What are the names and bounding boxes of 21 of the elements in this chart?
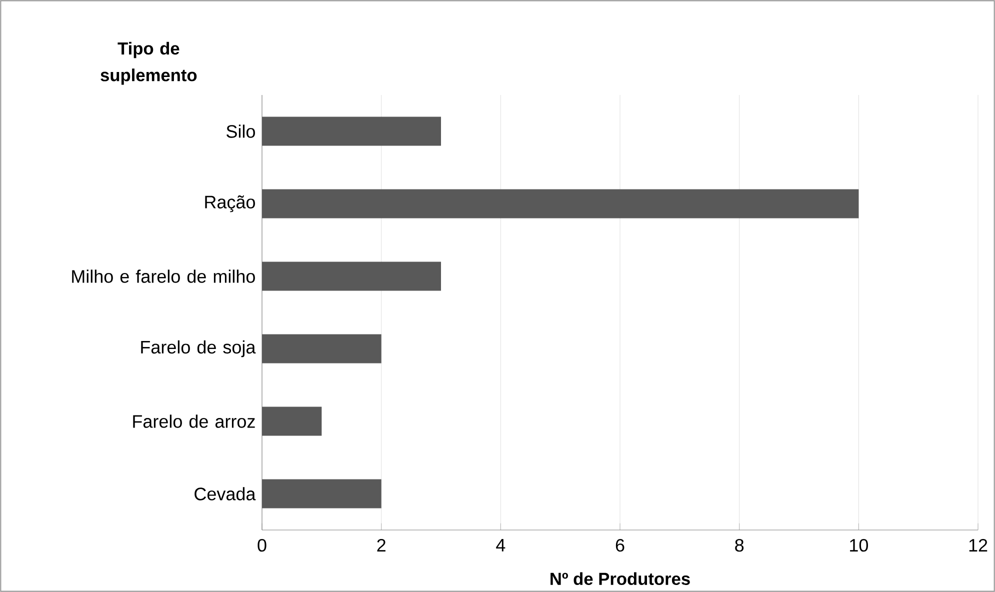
y-tick-label: Silo (226, 124, 255, 138)
y-axis-title: Tipo de suplemento (100, 42, 197, 85)
y-tick-label: Milho e farelo de milho (72, 270, 255, 283)
bar (262, 262, 442, 291)
bar (262, 116, 442, 146)
y-tick-label: Cevada (194, 487, 256, 500)
x-tick-label: 2 (377, 538, 386, 552)
x-tick-label: 0 (258, 538, 266, 552)
x-axis-title: Nº de Produtores (550, 572, 690, 585)
x-tick-label: 12 (969, 538, 988, 552)
x-tick-label: 4 (496, 538, 506, 552)
y-tick-label: Farelo de soja (141, 340, 256, 358)
x-tick-label: 6 (616, 538, 624, 552)
x-tick-label: 8 (735, 538, 744, 552)
y-tick-label: Farelo de arroz (133, 414, 255, 428)
x-tick-label: 10 (850, 538, 868, 552)
bar (262, 406, 322, 436)
bar (262, 479, 382, 508)
bar (262, 189, 859, 218)
y-tick-label: Ração (205, 195, 255, 212)
bar (262, 334, 382, 364)
